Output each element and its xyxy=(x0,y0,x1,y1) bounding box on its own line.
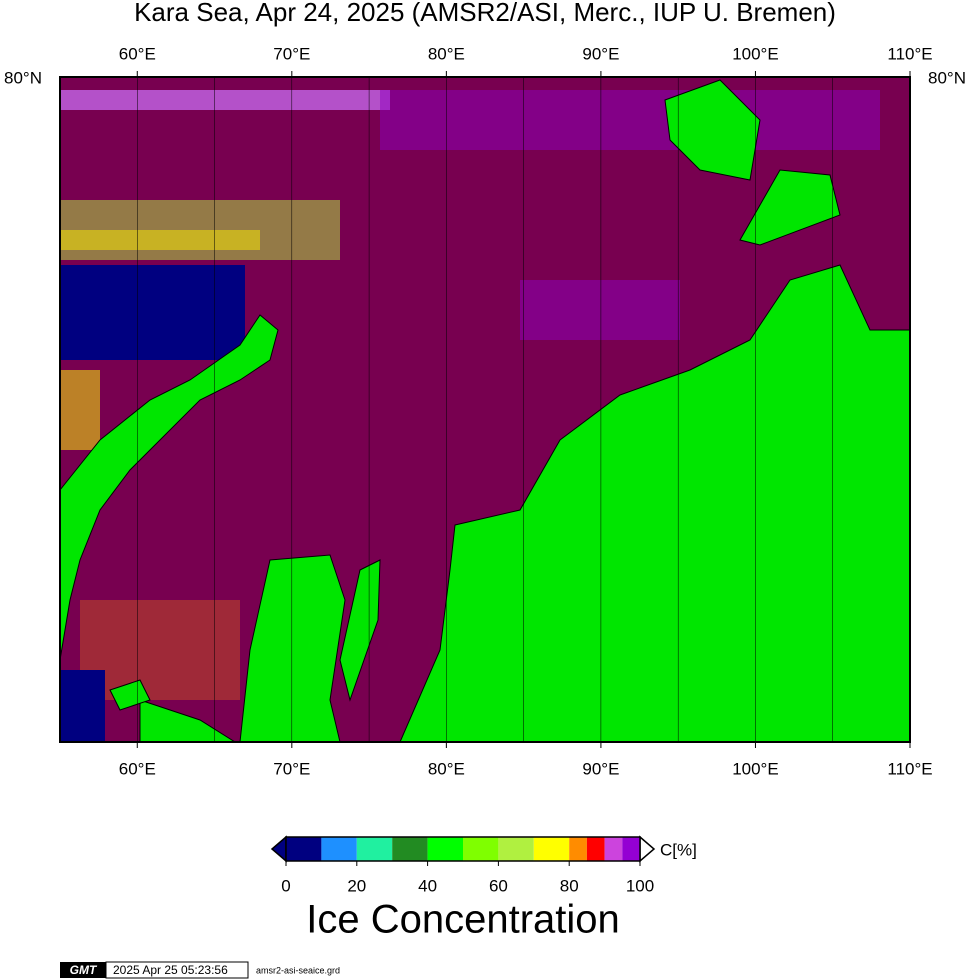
color-segment xyxy=(622,837,640,861)
color-segment xyxy=(586,837,605,861)
color-segment xyxy=(356,837,393,861)
lon-label: 90°E xyxy=(582,759,619,778)
map xyxy=(59,76,911,743)
land xyxy=(59,79,911,743)
color-segment xyxy=(569,837,587,861)
open-water xyxy=(60,670,105,742)
title: Kara Sea, Apr 24, 2025 (AMSR2/ASI, Merc.… xyxy=(134,0,836,27)
lon-label: 70°E xyxy=(273,44,310,63)
tick-label: 100 xyxy=(626,876,654,895)
color-segment xyxy=(427,837,463,861)
lon-label: 90°E xyxy=(582,44,619,63)
island xyxy=(109,679,151,711)
map-frame xyxy=(59,76,911,743)
file-name: amsr2-asi-seaice.grd xyxy=(256,965,340,975)
tick-label: 20 xyxy=(347,876,366,895)
taymyr-gydan xyxy=(399,264,911,743)
ice-patch xyxy=(380,90,880,150)
yamal xyxy=(239,554,346,743)
color-segment xyxy=(321,837,357,861)
timestamp-box xyxy=(105,961,249,979)
novaya-zemlya xyxy=(59,314,279,661)
colorbar: 0 20 40 60 80 100 C[%] xyxy=(270,835,697,895)
color-segment xyxy=(498,837,534,861)
lon-label: 60°E xyxy=(119,44,156,63)
peninsula xyxy=(339,559,381,702)
lon-label: 60°E xyxy=(119,759,156,778)
island xyxy=(739,169,841,246)
lat-label: 80°N xyxy=(928,68,966,87)
over-triangle xyxy=(639,835,656,863)
color-segment xyxy=(463,837,499,861)
color-segment xyxy=(533,837,570,861)
lon-label: 80°E xyxy=(428,44,465,63)
colorbar-frame xyxy=(285,836,641,862)
color-segment xyxy=(392,837,428,861)
colorbar-label: Ice Concentration xyxy=(306,898,620,942)
tick-label: 40 xyxy=(418,876,437,895)
ice-patch xyxy=(60,230,260,250)
logo-box xyxy=(60,962,106,978)
timestamp: 2025 Apr 25 05:23:56 xyxy=(113,963,228,977)
island xyxy=(664,79,761,181)
lon-label: 100°E xyxy=(732,759,779,778)
ice-texture xyxy=(60,90,880,700)
lon-label: 80°E xyxy=(428,759,465,778)
lon-label: 110°E xyxy=(887,759,932,778)
tick-label: 60 xyxy=(489,876,508,895)
lon-label: 70°E xyxy=(273,759,310,778)
logo: GMT xyxy=(70,963,98,977)
lon-label: 110°E xyxy=(887,44,932,63)
footer: GMT 2025 Apr 25 05:23:56 amsr2-asi-seaic… xyxy=(60,961,340,979)
ice-patch xyxy=(520,280,680,340)
ice-patch xyxy=(80,600,240,700)
lat-label: 80°N xyxy=(4,68,42,87)
color-segment xyxy=(286,837,322,861)
color-segment xyxy=(604,837,623,861)
open-water xyxy=(60,265,245,360)
tick-label: 80 xyxy=(560,876,579,895)
under-triangle xyxy=(270,835,287,863)
lon-label: 100°E xyxy=(732,44,779,63)
unit-label: C[%] xyxy=(660,840,697,859)
tick-label: 0 xyxy=(281,876,290,895)
ice-patch xyxy=(60,90,390,110)
ice-patch xyxy=(60,370,100,450)
